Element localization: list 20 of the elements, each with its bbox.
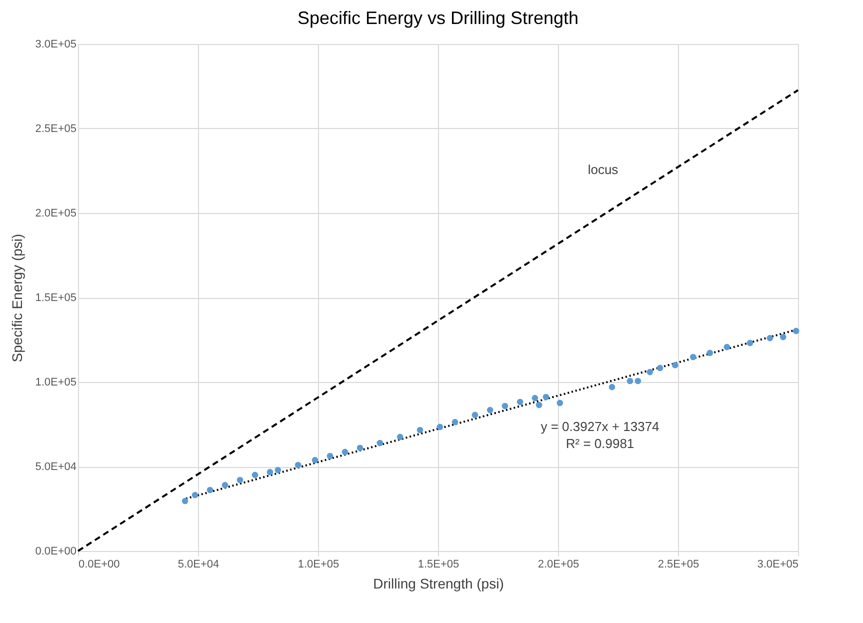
x-tick-label: 1.5E+05	[418, 558, 460, 570]
x-axis-title: Drilling Strength (psi)	[373, 576, 504, 592]
y-tick-label: 0.0E+00	[35, 546, 76, 558]
x-tick-label: 2.0E+05	[538, 558, 580, 570]
chart-title: Specific Energy vs Drilling Strength	[297, 8, 579, 28]
x-tick-label: 3.0E+05	[757, 558, 798, 570]
y-tick-label: 1.0E+05	[35, 376, 76, 388]
y-tick-label: 1.5E+05	[35, 292, 76, 304]
y-tick-label: 2.0E+05	[35, 208, 76, 220]
x-tick-label: 1.0E+05	[298, 558, 340, 570]
y-tick-label: 2.5E+05	[35, 123, 76, 135]
y-tick-label: 3.0E+05	[35, 38, 76, 50]
y-axis-title: Specific Energy (psi)	[9, 234, 26, 362]
x-tick-label: 0.0E+00	[78, 558, 120, 570]
annotation: R² = 0.9981	[566, 436, 634, 451]
annotation: locus	[588, 162, 619, 177]
annotation: y = 0.3927x + 13374	[540, 419, 660, 434]
y-tick-label: 5.0E+04	[35, 461, 76, 473]
x-tick-label: 5.0E+04	[178, 558, 220, 570]
x-tick-label: 2.5E+05	[658, 558, 700, 570]
